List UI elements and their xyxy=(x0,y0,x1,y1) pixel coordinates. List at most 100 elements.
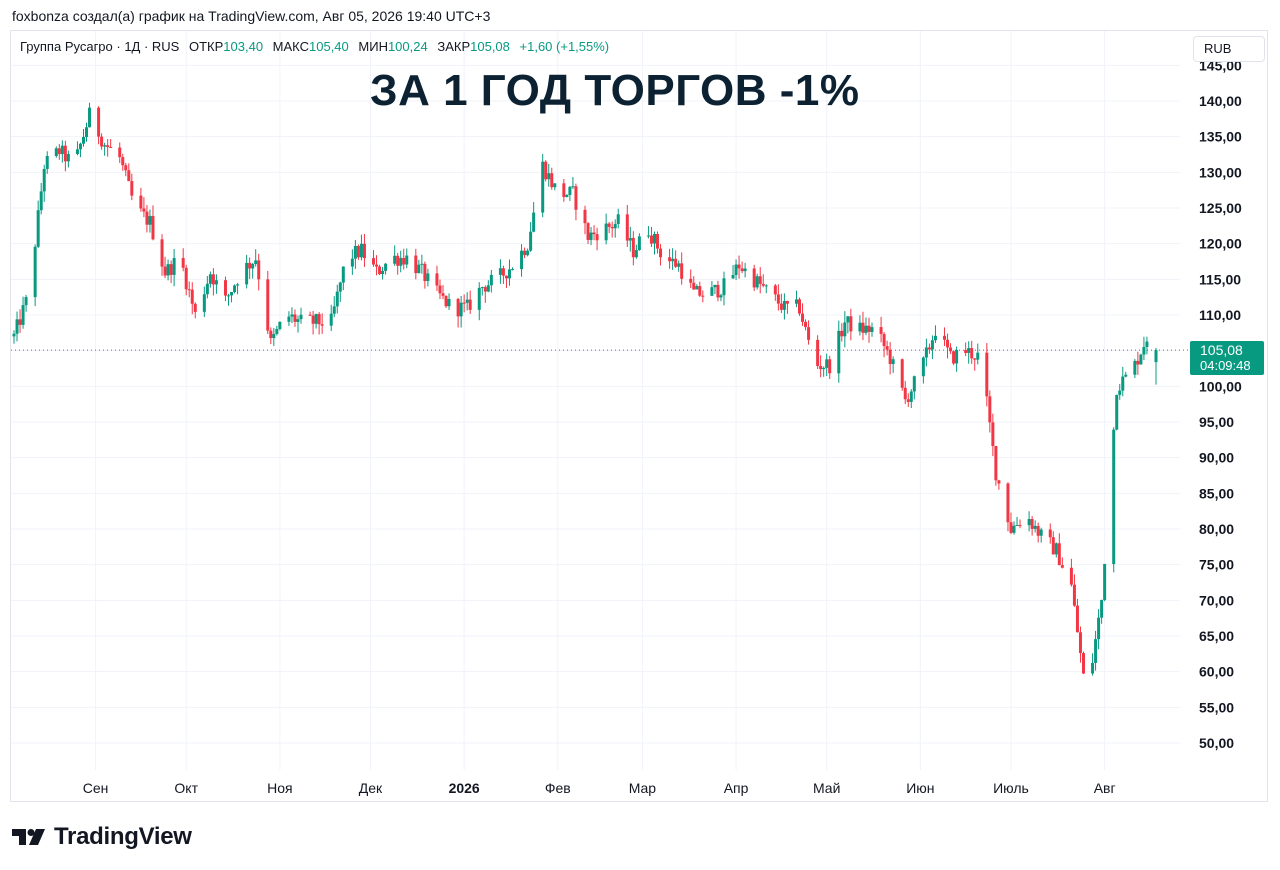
candle-body xyxy=(1069,567,1073,585)
candle xyxy=(1139,353,1143,365)
candle-body xyxy=(773,285,777,295)
candle xyxy=(85,122,89,142)
candle xyxy=(486,280,490,293)
candle-body xyxy=(1033,525,1037,529)
candle xyxy=(293,309,297,327)
candle-body xyxy=(804,321,808,328)
y-tick-label: 65,00 xyxy=(1199,628,1234,644)
candle xyxy=(214,274,218,294)
candle-body xyxy=(1012,525,1016,533)
candle xyxy=(671,248,675,270)
candle-body xyxy=(565,194,569,197)
candle-body xyxy=(713,284,717,288)
candle-body xyxy=(142,208,146,212)
candle-body xyxy=(205,283,209,295)
candle-body xyxy=(1112,429,1116,565)
candle xyxy=(510,267,514,271)
candle-body xyxy=(994,445,998,481)
candle-body xyxy=(18,319,22,325)
candle-body xyxy=(36,210,40,247)
candle-body xyxy=(362,243,366,259)
tradingview-logo[interactable]: TradingView xyxy=(12,823,192,851)
x-tick-label: Июль xyxy=(993,780,1029,796)
candle xyxy=(713,284,717,295)
candle-body xyxy=(459,302,463,317)
candle xyxy=(399,250,403,273)
candle-body xyxy=(24,297,28,306)
candle xyxy=(634,244,638,259)
candle xyxy=(680,252,684,285)
candle xyxy=(54,146,58,158)
candle-body xyxy=(571,186,575,188)
currency-button[interactable]: RUB xyxy=(1193,36,1265,62)
symbol-name[interactable]: Группа Русагро · 1Д · RUS xyxy=(20,39,180,54)
candle-body xyxy=(278,321,282,329)
candle xyxy=(88,102,92,128)
candle xyxy=(891,356,895,373)
candle xyxy=(864,317,868,336)
candle xyxy=(447,293,451,310)
x-tick-label: Окт xyxy=(174,780,198,796)
candle xyxy=(1124,371,1128,378)
candle xyxy=(776,284,780,311)
candle-body xyxy=(468,299,472,310)
candle xyxy=(160,234,164,276)
candle-body xyxy=(523,250,527,256)
candle-body xyxy=(991,422,995,446)
y-tick-label: 130,00 xyxy=(1199,164,1242,180)
candle xyxy=(193,302,197,319)
candle-body xyxy=(943,335,947,340)
candle-body xyxy=(737,264,741,269)
candle-body xyxy=(616,214,620,224)
candle-body xyxy=(202,294,206,312)
candle xyxy=(782,293,786,320)
candle xyxy=(716,280,720,302)
candle xyxy=(15,311,19,342)
candle xyxy=(988,390,992,433)
y-tick-label: 120,00 xyxy=(1199,236,1242,252)
candle xyxy=(571,177,575,190)
candle-body xyxy=(311,315,315,324)
candle xyxy=(166,259,170,281)
candle-body xyxy=(97,107,101,137)
candle-body xyxy=(637,236,641,251)
x-tick-label: Сен xyxy=(83,780,109,796)
candle-body xyxy=(782,300,786,310)
bar-countdown-timer: 04:09:48 xyxy=(1200,358,1251,373)
candle-body xyxy=(100,136,104,147)
candle xyxy=(610,221,614,238)
candle xyxy=(1112,427,1116,573)
candle-body xyxy=(695,286,699,290)
candle-body xyxy=(166,264,170,276)
candle xyxy=(589,226,593,246)
y-tick-label: 95,00 xyxy=(1199,414,1234,430)
y-tick-label: 75,00 xyxy=(1199,557,1234,573)
y-tick-label: 140,00 xyxy=(1199,93,1242,109)
candle xyxy=(381,266,385,280)
candle-body xyxy=(332,306,336,314)
y-tick-label: 90,00 xyxy=(1199,450,1234,466)
candle xyxy=(1030,516,1034,536)
candle xyxy=(1078,626,1082,663)
candle xyxy=(779,293,783,314)
candle xyxy=(1033,520,1037,533)
candle-body xyxy=(296,319,300,322)
candle-body xyxy=(562,183,566,197)
x-tick-label: 2026 xyxy=(449,780,480,796)
candle-body xyxy=(1142,347,1146,355)
candle-body xyxy=(701,295,705,297)
candle xyxy=(148,209,152,233)
candle xyxy=(417,259,421,274)
candle xyxy=(801,303,805,326)
candle-body xyxy=(870,327,874,332)
candle-body xyxy=(12,333,16,337)
candle xyxy=(290,307,294,324)
candle-body xyxy=(583,209,587,224)
candle xyxy=(943,327,947,346)
x-tick-label: Июн xyxy=(906,780,934,796)
candle xyxy=(393,245,397,266)
candle xyxy=(674,250,678,268)
candle xyxy=(689,269,693,288)
candle xyxy=(169,260,173,283)
